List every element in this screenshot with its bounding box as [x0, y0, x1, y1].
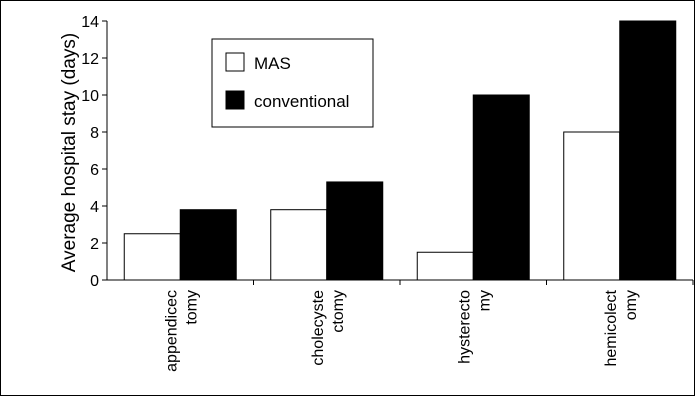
- x-labels: appendicec tomy cholecyste ctomy hysterecto m…: [163, 289, 640, 371]
- x-ticks: [253, 280, 694, 285]
- y-tick-label: 2: [90, 236, 99, 253]
- legend-swatch-conventional: [225, 90, 245, 110]
- y-tick-label: 6: [90, 162, 99, 179]
- bars: [123, 20, 677, 281]
- x-category-label: appendicec tomy: [163, 290, 200, 372]
- bar-mas-2: [416, 251, 474, 281]
- x-category-label: cholecyste ctomy: [310, 290, 347, 366]
- bar-conventional-1: [326, 181, 384, 281]
- bar-mas-1: [270, 209, 328, 281]
- bar-conventional-0: [179, 209, 237, 281]
- y-tick-label: 12: [81, 51, 99, 68]
- x-category-label: hysterecto my: [456, 290, 493, 364]
- legend-label-conventional: conventional: [254, 92, 349, 111]
- y-tick-label: 8: [90, 125, 99, 142]
- y-tick-label: 0: [90, 273, 99, 290]
- x-category-label-line: tomy: [183, 290, 200, 325]
- y-tick-label: 4: [90, 199, 99, 216]
- x-category-label-line: omy: [623, 290, 640, 320]
- legend: MAS conventional: [211, 38, 374, 128]
- x-category-label-line: ctomy: [330, 290, 347, 333]
- bar-mas-0: [123, 233, 181, 281]
- y-tick-label: 14: [81, 14, 99, 31]
- x-category-label-line: hemicolect: [603, 289, 620, 366]
- bar-mas-3: [563, 131, 621, 281]
- y-axis-label: Average hospital stay (days): [59, 33, 80, 272]
- legend-swatch-mas: [225, 52, 245, 72]
- y-ticks: 0 2 4 6 8 10 12 14: [81, 14, 107, 290]
- x-category-label-line: hysterecto: [456, 290, 473, 364]
- x-category-label-line: cholecyste: [310, 290, 327, 366]
- bar-conventional-2: [472, 94, 530, 281]
- legend-label-mas: MAS: [254, 54, 291, 73]
- x-category-label-line: my: [476, 290, 493, 311]
- y-tick-label: 10: [81, 88, 99, 105]
- x-category-label-line: appendicec: [163, 290, 180, 372]
- bar-conventional-3: [619, 20, 677, 281]
- legend-box: [211, 38, 374, 128]
- x-category-label: hemicolect omy: [603, 289, 640, 366]
